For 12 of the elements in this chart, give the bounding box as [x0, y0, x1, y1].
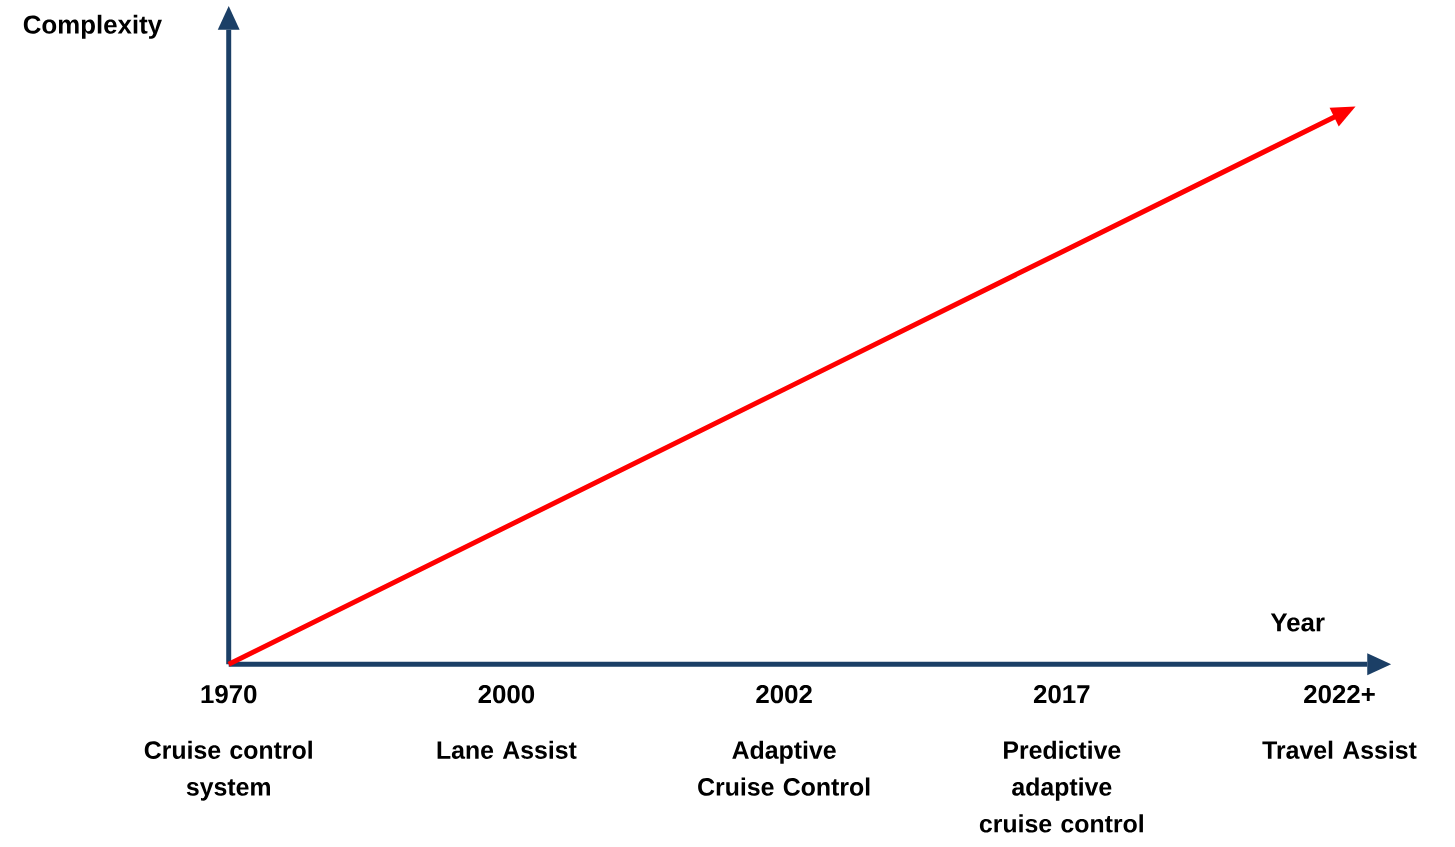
x-axis-title: Year	[1270, 613, 1325, 632]
x-tick-label: 2002	[756, 684, 812, 704]
text: Adaptive Cruise Control	[698, 740, 870, 796]
x-tick-label: 1970	[201, 684, 257, 704]
y-axis-title: Complexity	[23, 14, 162, 39]
text: Cruise control system	[144, 740, 312, 801]
text: Travel Assist	[1262, 740, 1417, 759]
x-tick-label: 2022+	[1304, 684, 1375, 704]
text: Predictive adaptive cruise control	[979, 740, 1143, 833]
text: Lane Assist	[437, 740, 577, 759]
x-tick-label: 2017	[1033, 684, 1090, 704]
x-tick-label: 2000	[478, 684, 535, 704]
